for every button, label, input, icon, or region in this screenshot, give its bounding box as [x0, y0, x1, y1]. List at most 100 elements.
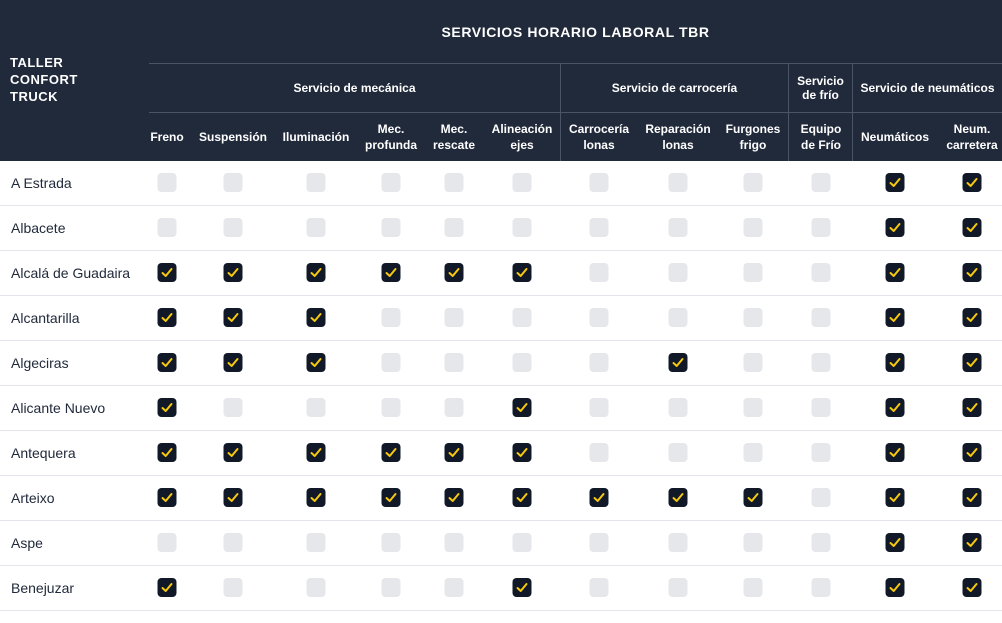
service-checkbox-unchecked[interactable] — [157, 533, 177, 552]
service-checkbox-checked[interactable] — [962, 353, 982, 372]
service-checkbox-unchecked[interactable] — [381, 353, 401, 372]
service-checkbox-unchecked[interactable] — [444, 398, 464, 417]
service-checkbox-checked[interactable] — [885, 308, 905, 327]
service-checkbox-checked[interactable] — [157, 488, 177, 507]
service-checkbox-checked[interactable] — [885, 533, 905, 552]
service-checkbox-unchecked[interactable] — [811, 218, 831, 237]
service-checkbox-unchecked[interactable] — [223, 578, 243, 597]
service-checkbox-unchecked[interactable] — [444, 173, 464, 192]
service-checkbox-unchecked[interactable] — [668, 308, 688, 327]
service-checkbox-unchecked[interactable] — [589, 353, 609, 372]
service-checkbox-unchecked[interactable] — [589, 398, 609, 417]
service-checkbox-unchecked[interactable] — [306, 173, 326, 192]
service-checkbox-unchecked[interactable] — [157, 173, 177, 192]
service-checkbox-unchecked[interactable] — [668, 218, 688, 237]
service-checkbox-unchecked[interactable] — [381, 218, 401, 237]
service-checkbox-unchecked[interactable] — [743, 218, 763, 237]
service-checkbox-checked[interactable] — [381, 263, 401, 282]
service-checkbox-unchecked[interactable] — [811, 173, 831, 192]
service-checkbox-checked[interactable] — [962, 218, 982, 237]
service-checkbox-unchecked[interactable] — [444, 533, 464, 552]
service-checkbox-checked[interactable] — [306, 353, 326, 372]
service-checkbox-unchecked[interactable] — [811, 443, 831, 462]
service-checkbox-unchecked[interactable] — [223, 218, 243, 237]
service-checkbox-unchecked[interactable] — [381, 533, 401, 552]
service-checkbox-unchecked[interactable] — [668, 398, 688, 417]
service-checkbox-checked[interactable] — [157, 578, 177, 597]
service-checkbox-unchecked[interactable] — [743, 398, 763, 417]
service-checkbox-checked[interactable] — [444, 488, 464, 507]
service-checkbox-checked[interactable] — [885, 353, 905, 372]
service-checkbox-unchecked[interactable] — [589, 263, 609, 282]
service-checkbox-checked[interactable] — [306, 488, 326, 507]
service-checkbox-checked[interactable] — [223, 353, 243, 372]
service-checkbox-unchecked[interactable] — [668, 533, 688, 552]
service-checkbox-checked[interactable] — [668, 488, 688, 507]
service-checkbox-checked[interactable] — [885, 578, 905, 597]
service-checkbox-checked[interactable] — [381, 443, 401, 462]
service-checkbox-unchecked[interactable] — [444, 578, 464, 597]
service-checkbox-unchecked[interactable] — [743, 263, 763, 282]
service-checkbox-unchecked[interactable] — [512, 308, 532, 327]
service-checkbox-checked[interactable] — [444, 443, 464, 462]
service-checkbox-checked[interactable] — [512, 578, 532, 597]
service-checkbox-checked[interactable] — [223, 308, 243, 327]
service-checkbox-checked[interactable] — [885, 488, 905, 507]
service-checkbox-checked[interactable] — [157, 353, 177, 372]
service-checkbox-checked[interactable] — [668, 353, 688, 372]
service-checkbox-checked[interactable] — [157, 308, 177, 327]
service-checkbox-checked[interactable] — [589, 488, 609, 507]
service-checkbox-unchecked[interactable] — [444, 353, 464, 372]
service-checkbox-unchecked[interactable] — [811, 578, 831, 597]
service-checkbox-unchecked[interactable] — [306, 398, 326, 417]
service-checkbox-checked[interactable] — [512, 263, 532, 282]
service-checkbox-unchecked[interactable] — [811, 488, 831, 507]
service-checkbox-checked[interactable] — [381, 488, 401, 507]
service-checkbox-checked[interactable] — [444, 263, 464, 282]
service-checkbox-unchecked[interactable] — [743, 353, 763, 372]
service-checkbox-checked[interactable] — [512, 398, 532, 417]
service-checkbox-unchecked[interactable] — [668, 578, 688, 597]
service-checkbox-checked[interactable] — [885, 173, 905, 192]
service-checkbox-checked[interactable] — [962, 488, 982, 507]
service-checkbox-checked[interactable] — [885, 263, 905, 282]
service-checkbox-checked[interactable] — [962, 308, 982, 327]
service-checkbox-unchecked[interactable] — [668, 173, 688, 192]
service-checkbox-checked[interactable] — [962, 263, 982, 282]
service-checkbox-checked[interactable] — [885, 398, 905, 417]
service-checkbox-checked[interactable] — [743, 488, 763, 507]
service-checkbox-unchecked[interactable] — [743, 443, 763, 462]
service-checkbox-unchecked[interactable] — [381, 578, 401, 597]
service-checkbox-unchecked[interactable] — [589, 443, 609, 462]
service-checkbox-unchecked[interactable] — [157, 218, 177, 237]
service-checkbox-unchecked[interactable] — [668, 263, 688, 282]
service-checkbox-unchecked[interactable] — [381, 398, 401, 417]
service-checkbox-unchecked[interactable] — [811, 263, 831, 282]
service-checkbox-checked[interactable] — [157, 443, 177, 462]
service-checkbox-unchecked[interactable] — [589, 308, 609, 327]
service-checkbox-unchecked[interactable] — [668, 443, 688, 462]
service-checkbox-checked[interactable] — [157, 263, 177, 282]
service-checkbox-unchecked[interactable] — [811, 398, 831, 417]
service-checkbox-unchecked[interactable] — [811, 533, 831, 552]
service-checkbox-checked[interactable] — [885, 218, 905, 237]
service-checkbox-unchecked[interactable] — [589, 173, 609, 192]
service-checkbox-unchecked[interactable] — [306, 533, 326, 552]
service-checkbox-unchecked[interactable] — [223, 398, 243, 417]
service-checkbox-unchecked[interactable] — [306, 578, 326, 597]
service-checkbox-checked[interactable] — [962, 578, 982, 597]
service-checkbox-checked[interactable] — [157, 398, 177, 417]
service-checkbox-unchecked[interactable] — [444, 308, 464, 327]
service-checkbox-unchecked[interactable] — [444, 218, 464, 237]
service-checkbox-unchecked[interactable] — [743, 173, 763, 192]
service-checkbox-unchecked[interactable] — [512, 218, 532, 237]
service-checkbox-unchecked[interactable] — [306, 218, 326, 237]
service-checkbox-checked[interactable] — [962, 398, 982, 417]
service-checkbox-unchecked[interactable] — [223, 173, 243, 192]
service-checkbox-checked[interactable] — [885, 443, 905, 462]
service-checkbox-checked[interactable] — [306, 263, 326, 282]
service-checkbox-unchecked[interactable] — [381, 173, 401, 192]
service-checkbox-unchecked[interactable] — [589, 533, 609, 552]
service-checkbox-unchecked[interactable] — [512, 533, 532, 552]
service-checkbox-checked[interactable] — [962, 443, 982, 462]
